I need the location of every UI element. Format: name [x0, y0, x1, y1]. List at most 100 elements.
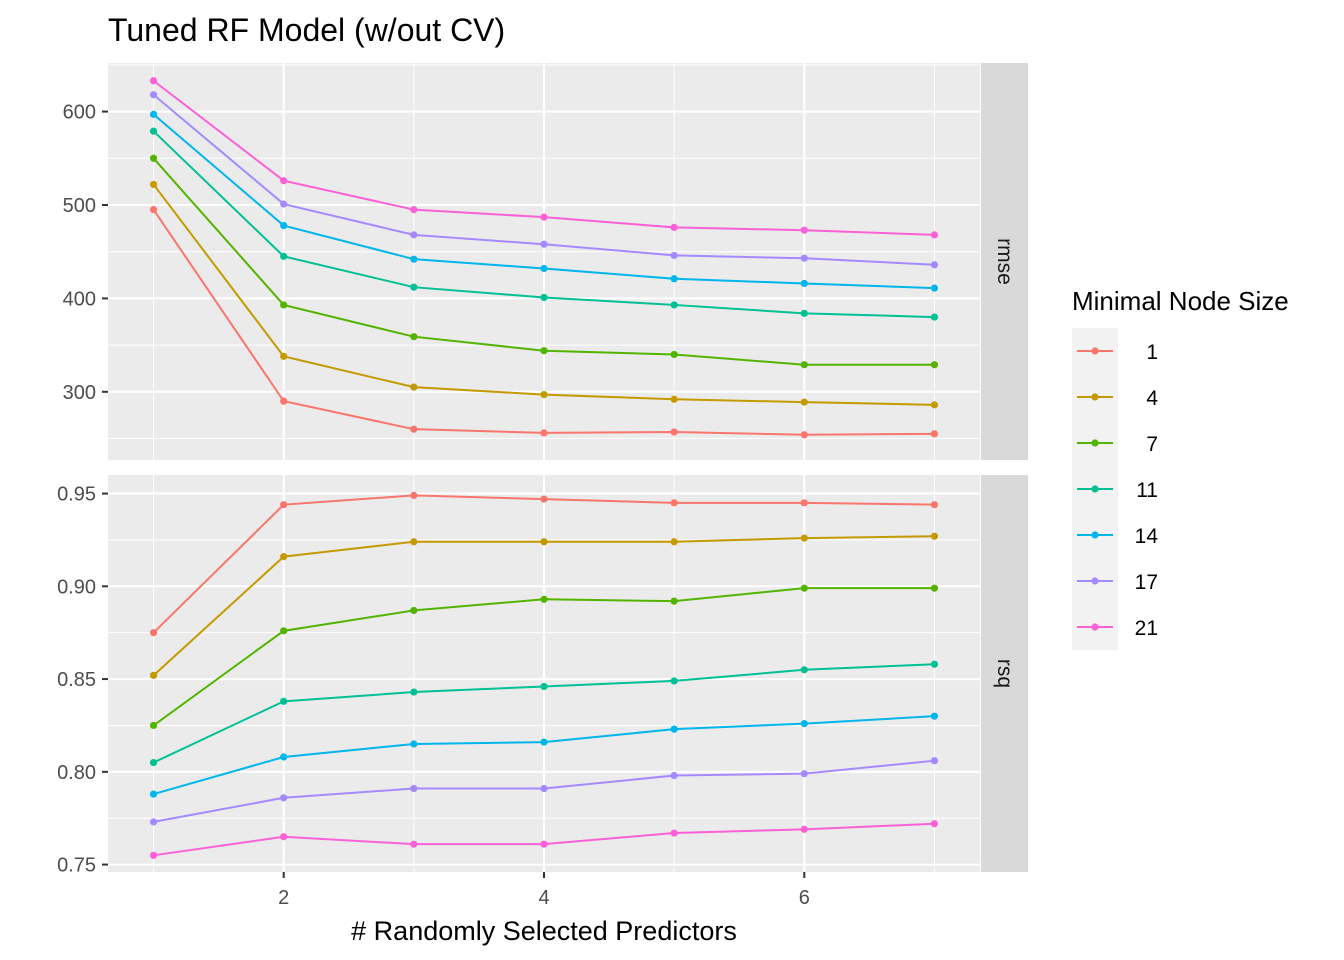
- data-point: [800, 825, 808, 833]
- data-point: [149, 758, 158, 767]
- data-point: [670, 301, 678, 309]
- data-point: [930, 401, 939, 409]
- data-point: [800, 398, 808, 406]
- legend-key-point: [1091, 485, 1099, 493]
- data-point: [410, 255, 418, 263]
- data-point: [410, 840, 418, 848]
- data-point: [540, 391, 548, 399]
- data-point: [670, 395, 678, 403]
- data-point: [930, 820, 939, 828]
- data-point: [280, 501, 288, 509]
- data-point: [540, 264, 548, 273]
- data-point: [540, 595, 548, 603]
- data-point: [670, 677, 678, 685]
- data-point: [930, 584, 939, 592]
- data-point: [670, 251, 678, 260]
- data-point: [800, 770, 808, 778]
- data-point: [410, 383, 418, 391]
- data-point: [800, 666, 808, 674]
- data-point: [800, 499, 808, 507]
- data-point: [930, 660, 939, 668]
- data-point: [670, 350, 678, 359]
- data-point: [149, 110, 158, 118]
- data-point: [670, 829, 678, 837]
- x-tick-label: 6: [799, 887, 810, 909]
- data-point: [410, 688, 418, 696]
- data-point: [280, 177, 288, 185]
- data-point: [410, 333, 418, 341]
- data-point: [800, 719, 808, 728]
- data-point: [540, 213, 548, 221]
- strip-label: rsq: [993, 659, 1016, 688]
- legend-label: 4: [1146, 387, 1158, 410]
- data-point: [410, 283, 418, 291]
- data-point: [410, 784, 418, 793]
- data-point: [280, 627, 288, 635]
- data-point: [149, 180, 158, 189]
- chart-title: Tuned RF Model (w/out CV): [108, 12, 505, 48]
- y-tick-label: 300: [63, 382, 96, 404]
- data-point: [670, 538, 678, 546]
- strip-label: rmse: [993, 238, 1016, 285]
- data-point: [410, 740, 418, 748]
- data-point: [670, 597, 678, 605]
- y-tick-label: 0.95: [57, 484, 96, 506]
- legend-label: 1: [1146, 341, 1158, 364]
- legend-key-point: [1091, 531, 1099, 539]
- legend-label: 21: [1135, 617, 1158, 640]
- data-point: [149, 91, 158, 99]
- data-point: [670, 499, 678, 507]
- data-point: [149, 721, 158, 730]
- data-point: [540, 293, 548, 302]
- data-point: [800, 534, 808, 542]
- legend-label: 11: [1136, 479, 1158, 502]
- strip-background: [981, 475, 1028, 872]
- data-point: [149, 154, 158, 162]
- legend-label: 17: [1135, 571, 1158, 594]
- data-point: [149, 790, 158, 798]
- data-point: [149, 851, 158, 859]
- legend-label: 14: [1135, 525, 1159, 548]
- data-point: [540, 840, 548, 848]
- data-point: [410, 231, 418, 239]
- panel-rmse: 300 400 500 600 rmse: [63, 63, 1028, 460]
- data-point: [930, 501, 939, 509]
- x-tick-label: 4: [538, 887, 549, 909]
- y-tick-label: 500: [63, 195, 96, 217]
- data-point: [670, 223, 678, 232]
- data-point: [930, 532, 939, 540]
- data-point: [280, 221, 288, 230]
- strip-background: [981, 63, 1028, 460]
- data-point: [540, 495, 548, 503]
- data-point: [930, 231, 939, 239]
- y-tick-label: 400: [63, 288, 96, 310]
- data-point: [800, 309, 808, 317]
- data-point: [280, 794, 288, 802]
- data-point: [149, 206, 158, 214]
- y-tick-label: 0.90: [57, 576, 96, 598]
- data-point: [930, 313, 939, 321]
- y-tick-label: 0.75: [57, 855, 96, 877]
- data-point: [930, 284, 939, 292]
- data-point: [280, 553, 288, 561]
- data-point: [540, 538, 548, 546]
- data-point: [410, 425, 418, 433]
- data-point: [800, 279, 808, 288]
- data-point: [540, 738, 548, 746]
- data-point: [149, 127, 158, 135]
- data-point: [930, 712, 939, 720]
- data-point: [280, 352, 288, 360]
- data-point: [149, 629, 158, 637]
- data-point: [930, 361, 939, 369]
- data-point: [930, 757, 939, 765]
- x-tick-label: 2: [278, 887, 289, 909]
- data-point: [540, 784, 548, 793]
- data-point: [800, 361, 808, 369]
- data-point: [149, 671, 158, 679]
- data-point: [149, 77, 158, 85]
- data-point: [670, 275, 678, 283]
- x-axis-title: # Randomly Selected Predictors: [351, 916, 737, 946]
- data-point: [280, 200, 288, 208]
